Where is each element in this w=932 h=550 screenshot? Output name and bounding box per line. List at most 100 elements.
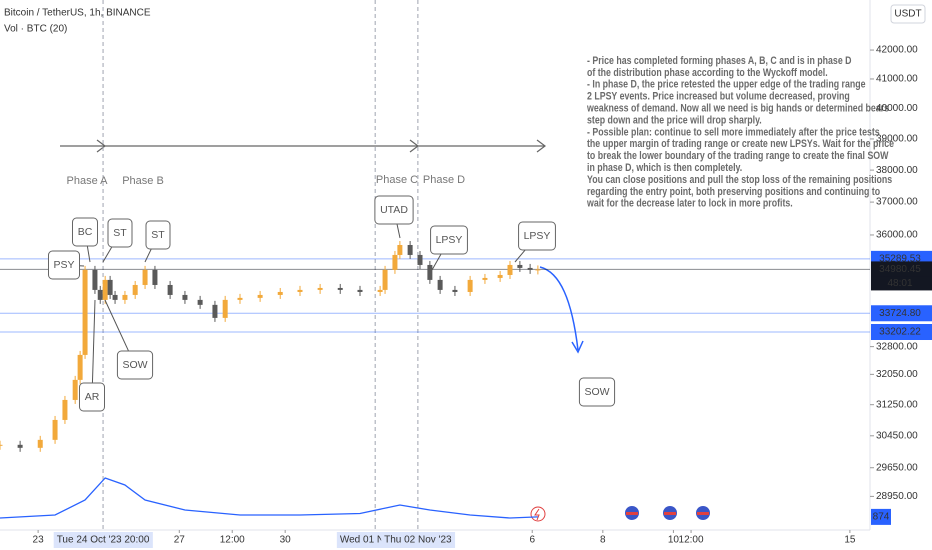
candle	[467, 279, 473, 292]
price-label: 35289.53	[879, 254, 921, 265]
callout-label: AR	[85, 391, 100, 403]
y-tick-label: 38000.00	[876, 165, 918, 176]
candle	[382, 269, 388, 290]
note-line: 2 LPSY events. Price increased but volum…	[587, 91, 850, 103]
callout-box	[518, 221, 556, 251]
y-tick-label: 32800.00	[876, 341, 918, 352]
candle	[37, 439, 43, 448]
x-tick-label: 8	[600, 535, 606, 546]
y-tick-label: 30450.00	[876, 430, 918, 441]
y-tick-label: 29650.00	[876, 462, 918, 473]
note-line: weakness of demand. Now all we need is b…	[586, 103, 889, 115]
y-tick-label: 39000.00	[876, 134, 918, 145]
candle	[297, 289, 303, 292]
y-tick-label: 37000.00	[876, 197, 918, 208]
price-label: 34980.45	[879, 264, 921, 275]
projection-arrow	[539, 266, 584, 354]
callout-label: SOW	[584, 386, 609, 398]
callout-box	[374, 195, 414, 225]
price-label-bg	[871, 305, 932, 322]
candle	[62, 399, 68, 420]
price-label-bg	[871, 324, 932, 341]
countdown: 48:01	[887, 278, 912, 289]
note-line: - Price has completed forming phases A, …	[587, 55, 852, 67]
note-line: wait for the decrease later to lock in m…	[586, 198, 793, 210]
candle	[222, 299, 228, 318]
marker-label-bg	[381, 532, 456, 548]
candle	[82, 269, 88, 355]
x-tick-label: 30	[280, 535, 292, 546]
x-tick-label: 27	[174, 535, 186, 546]
x-tick-label: 10	[668, 535, 680, 546]
callout-label: BC	[78, 226, 93, 238]
callout-box	[430, 225, 468, 255]
candle	[132, 284, 138, 295]
price-label-bg	[871, 261, 932, 278]
candle	[97, 289, 103, 300]
candle	[212, 304, 218, 318]
currency[interactable]: USDT	[894, 9, 921, 20]
callout-box	[145, 220, 171, 250]
note-line: You can close positions and pull the sto…	[587, 174, 893, 186]
phase-label: Phase C	[376, 174, 418, 186]
phase-label: Phase D	[423, 174, 465, 186]
callout-box	[116, 350, 154, 380]
phase-label: Phase A	[67, 175, 109, 187]
candle	[427, 264, 433, 280]
callout-label: LPSY	[436, 234, 463, 246]
candle	[167, 284, 173, 295]
event-icons	[530, 506, 710, 522]
callout-box	[78, 382, 106, 412]
candle	[122, 294, 128, 300]
candle	[197, 299, 203, 305]
countdown-bg	[871, 276, 932, 291]
candle	[535, 269, 541, 271]
callout-label: UTAD	[380, 204, 408, 216]
x-tick-label: 15	[844, 535, 856, 546]
candle	[72, 379, 78, 400]
y-tick-label: 41000.00	[876, 74, 918, 85]
candle	[142, 269, 148, 285]
candle	[0, 444, 3, 446]
marker-label: Thu 02 Nov '23	[384, 535, 452, 546]
candle	[437, 279, 443, 290]
candle	[317, 287, 323, 290]
note-line: the upper margin of trading range or cre…	[587, 138, 894, 150]
phase-arrows	[60, 139, 546, 153]
candle	[497, 274, 503, 278]
candle	[182, 294, 188, 300]
note-line: - Possible plan: continue to sell more i…	[587, 126, 880, 138]
callout-label: LPSY	[524, 230, 551, 242]
marker-label: Wed 01 Nov '23	[340, 535, 411, 546]
candle	[377, 289, 383, 292]
callout-pointer	[91, 299, 96, 398]
candle	[52, 419, 58, 440]
marker-label: Tue 24 Oct '23 20:00	[57, 535, 150, 546]
x-tick-label: 12:00	[220, 535, 245, 546]
currency-box[interactable]	[890, 4, 926, 24]
volume-ma	[0, 477, 538, 519]
note-line: step down and the price will drop sharpl…	[587, 115, 762, 127]
candle	[77, 354, 83, 380]
candle	[17, 444, 23, 448]
marker-label-bg	[53, 532, 153, 548]
note-line: - In phase D, the price retested the upp…	[587, 79, 866, 91]
candle	[417, 254, 423, 265]
x-tick-label: 23	[33, 535, 45, 546]
y-tick-label: 28950.00	[876, 491, 918, 502]
indicator-label: Vol · BTC (20)	[4, 24, 67, 35]
candle	[392, 254, 398, 270]
candle	[277, 291, 283, 295]
y-tick-label: 40000.00	[876, 103, 918, 114]
note-line: regarding the entry point, both preservi…	[587, 186, 880, 198]
chart-title: Bitcoin / TetherUS, 1h, BINANCE	[4, 8, 151, 19]
candle	[507, 264, 513, 275]
candle	[407, 244, 413, 255]
candle	[112, 294, 118, 300]
x-tick-label: 6	[529, 535, 535, 546]
callout-box	[71, 217, 99, 247]
candle	[92, 269, 98, 290]
price-label: 33724.80	[879, 308, 921, 319]
candle	[527, 267, 533, 270]
